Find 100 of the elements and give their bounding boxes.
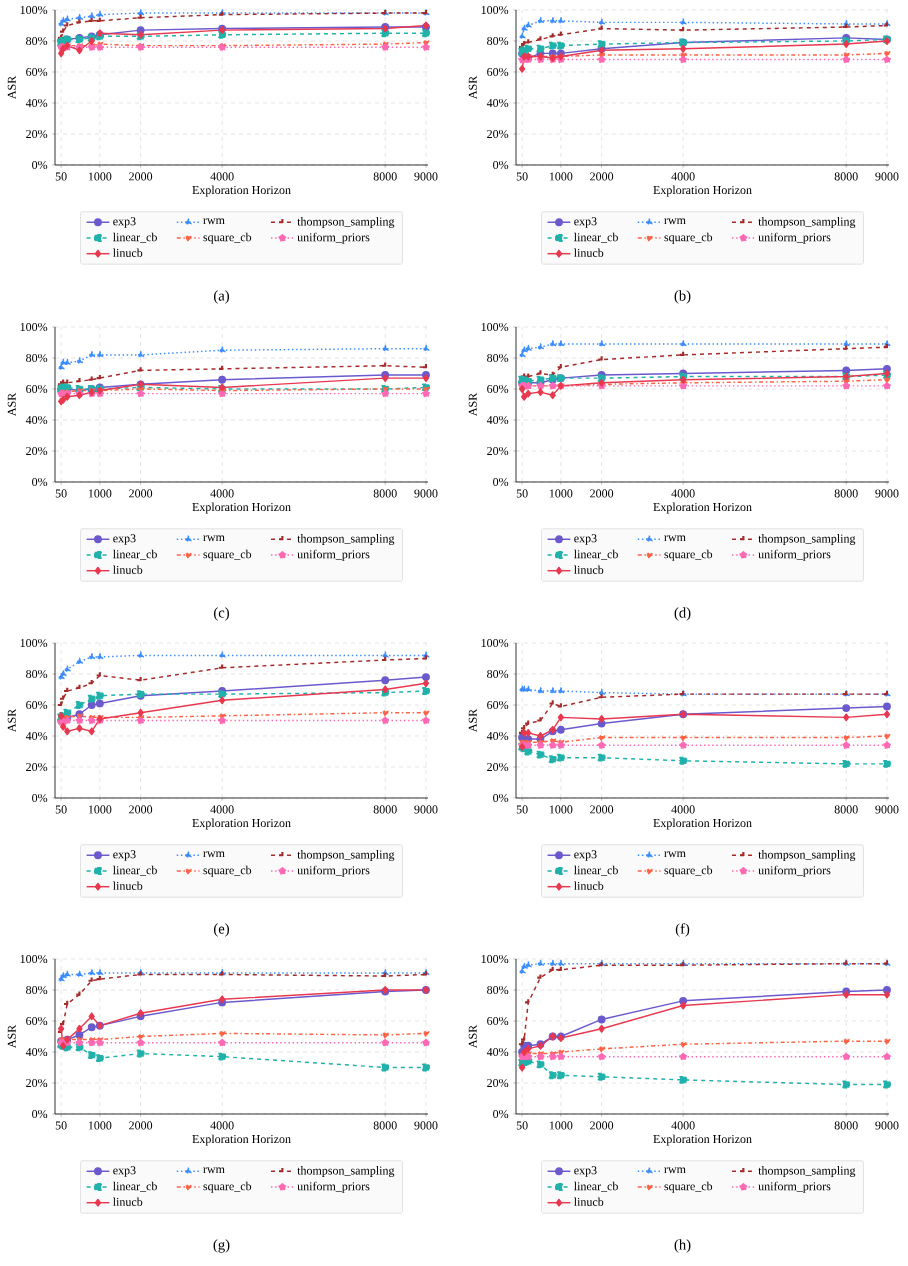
text: (a) [214, 290, 229, 304]
legend-label: thompson_sampling [758, 534, 856, 546]
y-tick-label: 0% [493, 477, 509, 487]
legend-label: rwm [664, 1167, 686, 1174]
legend-label: rwm [203, 851, 225, 858]
text: (b) [674, 290, 691, 304]
legend-label: rwm [203, 535, 225, 542]
legend-label: exp3 [574, 534, 597, 545]
legend-label: linucb [112, 248, 143, 257]
y-tick-label: 0% [32, 477, 48, 487]
legend-label: exp3 [113, 217, 136, 228]
legend-label: uniform_priors [297, 865, 370, 877]
legend-label: linucb [573, 881, 604, 890]
y-tick-label: 60% [487, 384, 509, 394]
x-tick-label: 50 [55, 805, 67, 814]
legend-label: thompson_sampling [758, 217, 856, 229]
y-tick-label: 40% [25, 731, 48, 741]
y-tick-label: 80% [487, 36, 509, 46]
y-tick-label: 80% [487, 985, 509, 995]
y-tick-label: 0% [32, 1109, 48, 1119]
x-tick-label: 8000 [834, 805, 858, 814]
legend-label: rwm [203, 1167, 225, 1174]
x-tick-label: 9000 [414, 805, 438, 814]
y-tick-label: 0% [32, 793, 48, 803]
legend-label: linear_cb [573, 865, 618, 876]
y-tick-label: 0% [493, 1109, 509, 1119]
legend-label: thompson_sampling [758, 850, 856, 862]
legend-label: exp3 [113, 1166, 136, 1177]
y-axis-title: ASR [468, 708, 477, 733]
x-tick-label: 9000 [875, 489, 899, 498]
x-tick-label: 50 [55, 489, 67, 498]
y-tick-label: 40% [486, 731, 509, 741]
legend-label: uniform_priors [297, 232, 370, 244]
x-tick-label: 8000 [834, 489, 858, 498]
y-tick-label: 100% [20, 322, 48, 332]
x-tick-label: 50 [55, 1121, 67, 1130]
x-tick-label: 8000 [373, 172, 397, 181]
legend-label: square_cb [203, 1181, 252, 1193]
x-tick-label: 9000 [414, 1121, 438, 1130]
x-tick-label: 8000 [373, 489, 397, 498]
y-axis-title: ASR [468, 392, 477, 417]
text: (d) [674, 607, 691, 621]
y-tick-label: 100% [481, 5, 509, 15]
y-tick-label: 40% [486, 415, 509, 425]
legend-label: linucb [573, 565, 604, 574]
y-tick-label: 20% [487, 1078, 509, 1088]
x-axis-title: Exploration Horizon [653, 185, 752, 197]
legend-label: thompson_sampling [297, 1166, 395, 1178]
legend-label: linucb [573, 248, 604, 257]
legend-label: square_cb [664, 865, 713, 877]
x-tick-label: 50 [516, 489, 528, 498]
y-axis-title: ASR [7, 392, 16, 417]
x-tick-label: 4000 [210, 172, 234, 181]
legend-label: rwm [664, 218, 686, 225]
x-tick-label: 9000 [875, 172, 899, 181]
x-tick-label: 1000 [549, 489, 573, 498]
x-tick-label: 50 [55, 172, 67, 181]
legend-label: thompson_sampling [297, 850, 395, 862]
x-tick-label: 8000 [834, 1121, 858, 1130]
legend-label: square_cb [203, 232, 252, 244]
text: (g) [213, 1239, 230, 1253]
legend-label: exp3 [574, 1166, 597, 1177]
y-axis-title: ASR [7, 708, 16, 733]
y-tick-label: 0% [493, 793, 509, 803]
x-tick-label: 9000 [875, 1121, 899, 1130]
x-tick-label: 50 [516, 805, 528, 814]
y-tick-label: 40% [25, 1047, 48, 1057]
y-tick-label: 60% [26, 700, 48, 710]
x-tick-label: 8000 [373, 1121, 397, 1130]
x-tick-label: 1000 [88, 805, 112, 814]
legend-label: linucb [112, 881, 143, 890]
x-tick-label: 50 [516, 1121, 528, 1130]
legend-label: rwm [203, 218, 225, 225]
y-tick-label: 60% [26, 1016, 48, 1026]
x-tick-label: 9000 [414, 489, 438, 498]
text: (f) [675, 923, 690, 937]
y-tick-label: 40% [486, 98, 509, 108]
legend-label: exp3 [113, 850, 136, 861]
legend-label: square_cb [203, 549, 252, 561]
y-tick-label: 20% [487, 762, 509, 772]
legend-label: linear_cb [112, 549, 157, 560]
x-tick-label: 4000 [671, 1121, 695, 1130]
y-axis-title: ASR [7, 75, 16, 100]
x-tick-label: 1000 [88, 489, 112, 498]
x-tick-label: 1000 [549, 172, 573, 181]
legend-label: uniform_priors [758, 1181, 831, 1193]
x-tick-label: 2000 [129, 172, 153, 181]
x-tick-label: 4000 [671, 172, 695, 181]
legend-label: exp3 [574, 850, 597, 861]
y-tick-label: 0% [493, 160, 509, 170]
y-tick-label: 0% [32, 160, 48, 170]
x-tick-label: 2000 [590, 805, 614, 814]
x-tick-label: 8000 [373, 805, 397, 814]
y-axis-title: ASR [468, 75, 477, 100]
y-tick-label: 100% [20, 954, 48, 964]
y-tick-label: 100% [481, 322, 509, 332]
y-tick-label: 20% [26, 446, 48, 456]
x-axis-title: Exploration Horizon [653, 818, 752, 830]
text: (h) [674, 1239, 691, 1253]
legend-label: linear_cb [573, 1181, 618, 1192]
